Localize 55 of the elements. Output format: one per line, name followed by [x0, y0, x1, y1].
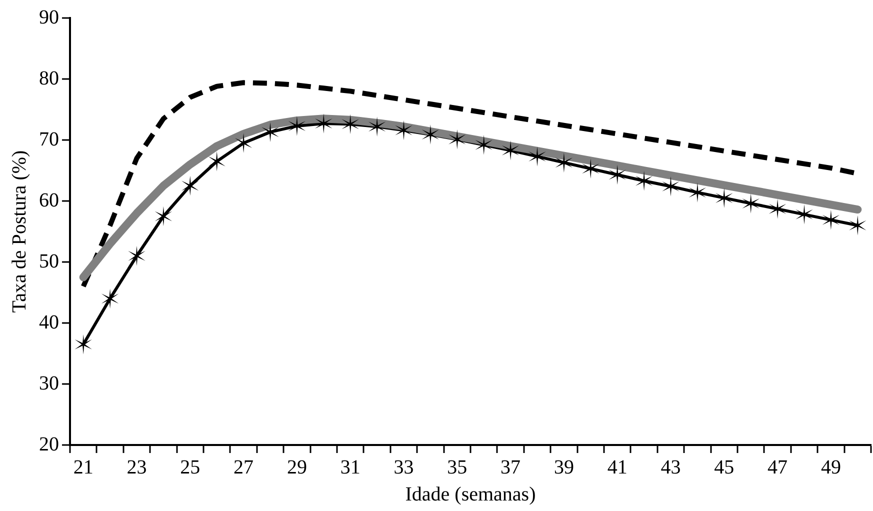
point: [768, 198, 786, 219]
x-tick-label: 31: [340, 456, 360, 478]
x-tick-label: 35: [447, 456, 468, 478]
point: [608, 164, 626, 185]
y-tick-label: 60: [39, 189, 59, 212]
point: [796, 204, 813, 224]
x-tick-label: 29: [286, 456, 307, 478]
point: [635, 170, 653, 191]
x-tick-label: 25: [180, 456, 200, 478]
x-axis-title: Idade (semanas): [405, 483, 536, 506]
point: [688, 182, 706, 202]
x-tick-label: 43: [660, 456, 681, 478]
point: [822, 210, 840, 230]
x-tick-label: 21: [73, 456, 94, 478]
point: [715, 188, 733, 208]
point: [154, 206, 172, 226]
x-tick-label: 27: [234, 456, 254, 478]
x-tick-label: 33: [394, 456, 414, 478]
point: [128, 246, 146, 266]
point: [662, 176, 680, 196]
x-tick-label: 37: [500, 456, 521, 478]
x-tick-label: 23: [126, 456, 147, 478]
point: [528, 146, 546, 166]
y-tick-label: 20: [39, 433, 59, 456]
point: [288, 116, 306, 136]
point: [234, 133, 252, 154]
x-tick-label: 45: [714, 456, 734, 478]
point: [342, 114, 360, 134]
x-tick-label: 49: [820, 456, 841, 478]
point: [848, 215, 866, 236]
point: [582, 158, 600, 179]
point: [448, 129, 466, 150]
y-tick-label: 70: [39, 128, 59, 150]
point: [181, 176, 199, 196]
y-tick-label: 90: [39, 6, 59, 28]
point: [742, 193, 760, 214]
y-axis-title: Taxa de Postura (%): [8, 150, 30, 313]
point: [74, 334, 92, 354]
x-tick-label: 47: [768, 456, 788, 478]
point: [208, 151, 226, 172]
y-tick-label: 30: [39, 372, 59, 394]
point: [314, 114, 332, 134]
point: [422, 124, 440, 145]
x-tick-label: 41: [607, 456, 628, 478]
point: [475, 134, 493, 155]
x-tick-label: 39: [554, 456, 574, 478]
point: [502, 140, 520, 160]
point: [395, 120, 412, 140]
y-tick-label: 80: [39, 67, 59, 90]
y-tick-label: 50: [39, 250, 59, 272]
point: [101, 288, 119, 309]
point: [368, 116, 386, 137]
point: [262, 122, 279, 142]
y-tick-label: 40: [39, 311, 59, 334]
point: [555, 152, 573, 173]
